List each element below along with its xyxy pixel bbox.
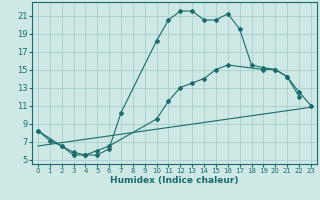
X-axis label: Humidex (Indice chaleur): Humidex (Indice chaleur): [110, 176, 239, 185]
